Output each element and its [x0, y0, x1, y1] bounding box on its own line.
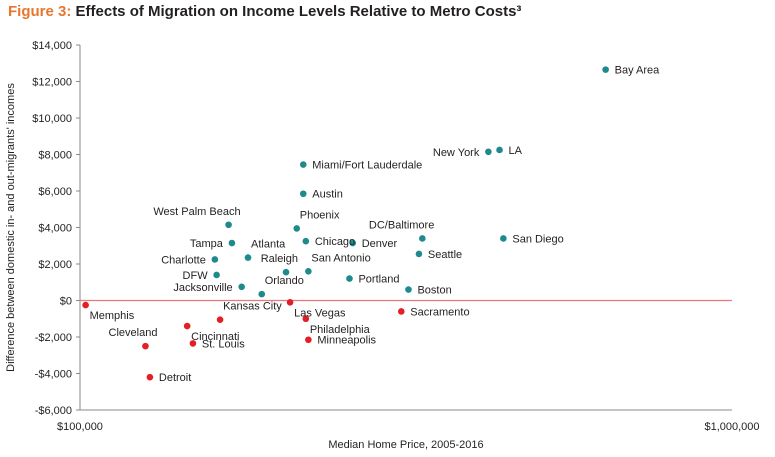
- data-point: [349, 239, 357, 247]
- tick-labels: $14,000 $12,000 $10,000 $8,000 $6,000 $4,000 $…: [32, 40, 759, 433]
- y-tick-label: $2,000: [38, 259, 72, 271]
- y-axis-label: Difference between domestic in- and out-…: [5, 83, 17, 372]
- point-label: Miami/Fort Lauderdale: [312, 160, 422, 172]
- point-label: Tampa: [190, 238, 224, 250]
- point-label: Bay Area: [615, 65, 661, 77]
- data-point: [500, 235, 507, 242]
- point-label: DC/Baltimore: [369, 219, 434, 231]
- data-point: [244, 254, 252, 261]
- point-label: Cleveland: [109, 327, 158, 339]
- data-point: [602, 66, 609, 73]
- point-label: Boston: [417, 285, 451, 297]
- point-label: San Diego: [512, 233, 563, 245]
- data-point: [225, 221, 232, 229]
- data-point: [346, 275, 353, 282]
- data-point: [397, 308, 405, 315]
- point-label: Detroit: [159, 372, 191, 384]
- data-point: [302, 237, 310, 245]
- data-point: [293, 225, 301, 232]
- data-point: [485, 148, 492, 156]
- y-tick-label: -$6,000: [35, 405, 72, 417]
- y-tick-label: $8,000: [38, 150, 72, 162]
- data-point: [238, 283, 245, 291]
- data-point: [189, 340, 197, 347]
- y-tick-label: $0: [60, 296, 72, 308]
- point-label: Philadelphia: [310, 324, 371, 336]
- data-point: [183, 322, 191, 330]
- data-point: [415, 250, 423, 258]
- data-point: [146, 373, 154, 381]
- data-point: [405, 286, 412, 293]
- point-label: Portland: [358, 274, 399, 286]
- axes: [76, 44, 732, 411]
- point-label: Chicago: [315, 236, 355, 248]
- title-text: Effects of Migration on Income Levels Re…: [71, 3, 522, 20]
- data-point: [305, 268, 312, 275]
- point-label: Charlotte: [161, 254, 206, 266]
- data-point: [299, 161, 307, 168]
- data-point: [228, 239, 236, 247]
- point-label: Las Vegas: [294, 307, 346, 319]
- data-point: [213, 271, 220, 279]
- point-labels: Bay Area New York LA Miami/Fort Lauderdale A…: [90, 65, 661, 385]
- point-label: Memphis: [90, 310, 135, 322]
- data-points: [82, 66, 609, 381]
- point-label: San Antonio: [311, 252, 370, 264]
- data-point: [82, 301, 89, 309]
- y-tick-label: -$2,000: [35, 332, 72, 344]
- data-point: [419, 235, 426, 242]
- y-tick-label: -$4,000: [35, 369, 72, 381]
- point-label: Kansas City: [223, 301, 282, 313]
- point-label: Sacramento: [410, 306, 469, 318]
- data-point: [305, 336, 312, 344]
- point-label: DFW: [183, 270, 209, 282]
- x-axis-label: Median Home Price, 2005-2016: [328, 439, 483, 451]
- data-point: [216, 316, 224, 323]
- y-tick-label: $14,000: [32, 40, 72, 52]
- data-point: [258, 290, 266, 298]
- data-point: [286, 299, 294, 306]
- point-label: Raleigh: [261, 253, 298, 265]
- point-label: Orlando: [265, 275, 304, 287]
- point-label: West Palm Beach: [153, 206, 240, 218]
- point-label: Seattle: [428, 249, 462, 261]
- point-label: Minneapolis: [317, 335, 376, 347]
- data-point: [211, 256, 219, 263]
- x-tick-label: $100,000: [57, 421, 103, 433]
- data-point: [496, 146, 503, 154]
- point-label: Jacksonville: [173, 282, 232, 294]
- data-point: [142, 342, 149, 350]
- point-label: St. Louis: [202, 338, 245, 350]
- point-label: Cincinnati: [191, 331, 239, 343]
- figure-number: Figure 3:: [8, 3, 72, 20]
- point-label: New York: [433, 147, 480, 159]
- x-tick-label: $1,000,000: [704, 421, 759, 433]
- y-tick-label: $12,000: [32, 77, 72, 89]
- data-point: [302, 315, 310, 323]
- point-label: Atlanta: [251, 239, 286, 251]
- point-label: Denver: [362, 238, 398, 250]
- point-label: LA: [509, 145, 523, 157]
- point-label: Phoenix: [300, 209, 340, 221]
- data-point: [299, 190, 307, 198]
- y-tick-label: $6,000: [38, 186, 72, 198]
- y-tick-label: $10,000: [32, 113, 72, 125]
- point-label: Austin: [312, 189, 343, 201]
- y-tick-label: $4,000: [38, 223, 72, 235]
- chart-title: Figure 3: Effects of Migration on Income…: [8, 3, 521, 20]
- data-point: [282, 268, 290, 276]
